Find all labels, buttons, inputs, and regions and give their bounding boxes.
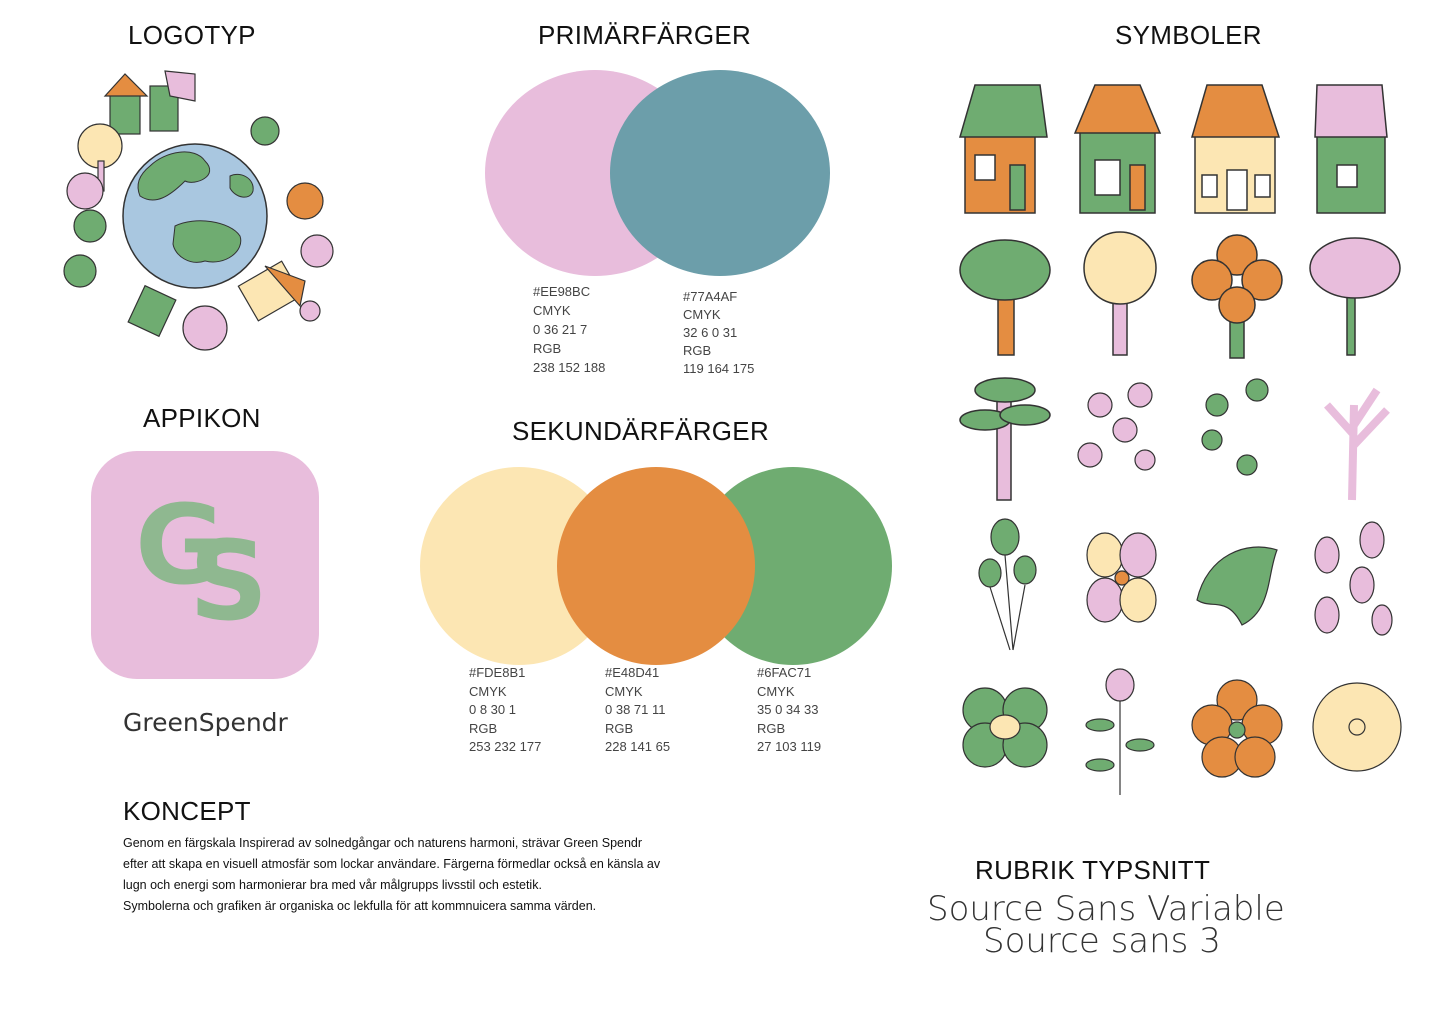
typeface-name-1: Source Sans Variable [927,889,1285,929]
color-hex: #77A4AF [683,289,738,304]
rgb-label: RGB [683,343,712,358]
logotyp-heading: LOGOTYP [128,20,256,50]
color-hex: #E48D41 [605,665,660,680]
rgb-value: 228 141 65 [605,739,671,754]
color-hex: #EE98BC [533,284,591,299]
flower-yellow-pink-icon [1070,515,1170,645]
flower-yellow-icon [1307,675,1407,805]
tree-pink-bare-icon [1307,375,1407,505]
rgb-value: 253 232 177 [469,739,542,754]
primary-color-1-info: #EE98BC CMYK 0 36 21 7 RGB 238 152 188 [533,282,605,377]
tree-orange-icon [1187,230,1287,360]
secondary-color-2-info: #E48D41 CMYK 0 38 71 11 RGB 228 141 65 [605,664,670,757]
leaf-green-icon [1187,515,1287,645]
house-green-tall-icon [1070,75,1170,214]
cmyk-label: CMYK [757,683,795,699]
svg-text:S: S [189,517,268,645]
house-pink-roof-icon [1307,75,1407,214]
rgb-value: 27 103 119 [757,739,822,754]
buds-green-icon [955,515,1055,651]
rgb-label: RGB [757,720,786,736]
symbols-grid [955,75,1405,805]
rgb-value: 238 152 188 [533,360,606,375]
cmyk-value: 35 0 34 33 [757,702,819,717]
stem-pink-icon [1070,665,1170,795]
rgb-label: RGB [533,341,562,356]
secondary-color-1-info: #FDE8B1 CMYK 0 8 30 1 RGB 253 232 177 [469,664,541,757]
app-icon-heading: APPIKON [143,403,261,433]
color-hex: #6FAC71 [757,665,812,680]
color-hex: #FDE8B1 [469,665,526,680]
secondary-colors-heading: SEKUNDÄRFÄRGER [512,416,770,446]
tree-pine-icon [955,375,1055,505]
svg-text:G: G [135,481,225,609]
flowers-pink-icon [1070,375,1170,505]
secondary-color-3-info: #6FAC71 CMYK 35 0 34 33 RGB 27 103 119 [757,664,821,757]
cmyk-label: CMYK [469,683,507,699]
flowers-green-icon [1187,375,1287,505]
concept-heading: KONCEPT [123,796,251,826]
cmyk-value: 32 6 0 31 [683,325,738,340]
rgb-value: 119 164 175 [683,361,755,376]
tree-yellow-round-icon [1070,230,1170,360]
app-icon: G S [91,451,319,679]
typeface-heading: RUBRIK TYPSNITT [975,855,1211,885]
concept-paragraph-2: Symbolerna och grafiken är organiska oc … [123,899,597,913]
primary-colors-heading: PRIMÄRFÄRGER [538,20,752,50]
gs-monogram-icon: G S [135,481,268,645]
symbols-heading: SYMBOLER [1115,20,1262,50]
petals-pink-icon [1307,515,1407,645]
cmyk-label: CMYK [605,683,643,699]
house-green-roof-icon [955,75,1055,214]
typeface-name-2: Source sans 3 [983,921,1221,961]
rgb-label: RGB [605,720,634,736]
primary-color-2-info: #77A4AF CMYK 32 6 0 31 RGB 119 164 175 [683,288,754,378]
cmyk-label: CMYK [683,307,721,322]
house-yellow-cottage-icon [1187,75,1287,214]
tree-pink-icon [1307,230,1407,360]
rgb-label: RGB [469,720,498,736]
concept-paragraph-1: Genom en färgskala Inspirerad av solnedg… [123,836,661,892]
concept-text: Genom en färgskala Inspirerad av solnedg… [123,833,663,917]
app-name: GreenSpendr [123,708,288,737]
logo-globe-illustration [55,66,335,366]
secondary-swatch-2 [557,467,755,665]
cmyk-label: CMYK [533,303,571,318]
tree-green-icon [955,230,1055,360]
cmyk-value: 0 38 71 11 [605,702,666,717]
cmyk-value: 0 36 21 7 [533,322,588,337]
cmyk-value: 0 8 30 1 [469,702,516,717]
flower-green-icon [955,675,1055,805]
flower-orange-icon [1187,675,1287,805]
primary-swatch-2 [610,70,830,276]
